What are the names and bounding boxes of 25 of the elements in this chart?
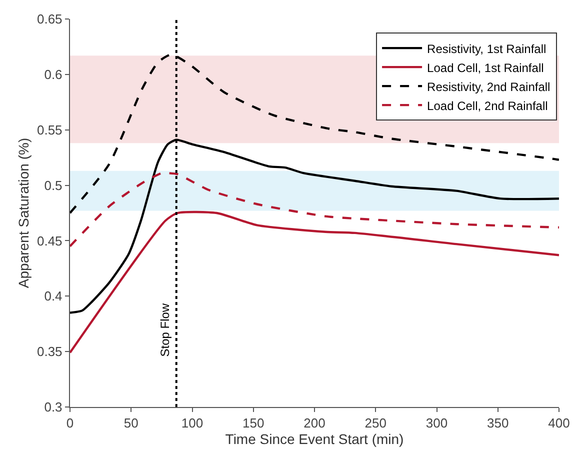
legend-label: Load Cell, 1st Rainfall [427,60,544,75]
y-tick-label: 0.65 [36,12,62,27]
y-tick-label: 0.35 [36,344,62,360]
x-tick-label: 100 [181,416,204,431]
legend-label: Resistivity, 2nd Rainfall [427,80,550,94]
y-axis-title: Apparent Saturation (%) [16,138,32,288]
y-tick-label: 0.4 [44,288,62,304]
ref-line-label: Stop Flow [158,303,172,357]
x-tick-label: 350 [487,416,509,431]
x-axis-title: Time Since Event Start (min) [225,431,404,447]
legend-label: Resistivity, 1st Rainfall [427,42,546,56]
y-tick-label: 0.55 [36,122,62,138]
y-tick-label: 0.45 [36,233,62,248]
x-tick-label: 0 [66,416,74,431]
line-series [70,172,559,248]
y-tick-label: 0.6 [44,66,62,82]
legend-label: Load Cell, 2nd Rainfall [427,98,548,113]
x-tick-label: 200 [304,416,326,431]
x-tick-label: 300 [426,416,448,431]
x-tick-label: 400 [548,416,570,431]
x-tick-label: 150 [242,416,264,431]
x-tick-label: 50 [124,416,138,431]
y-tick-label: 0.5 [44,178,62,193]
x-tick-label: 250 [364,416,386,431]
y-tick-label: 0.3 [44,400,62,415]
